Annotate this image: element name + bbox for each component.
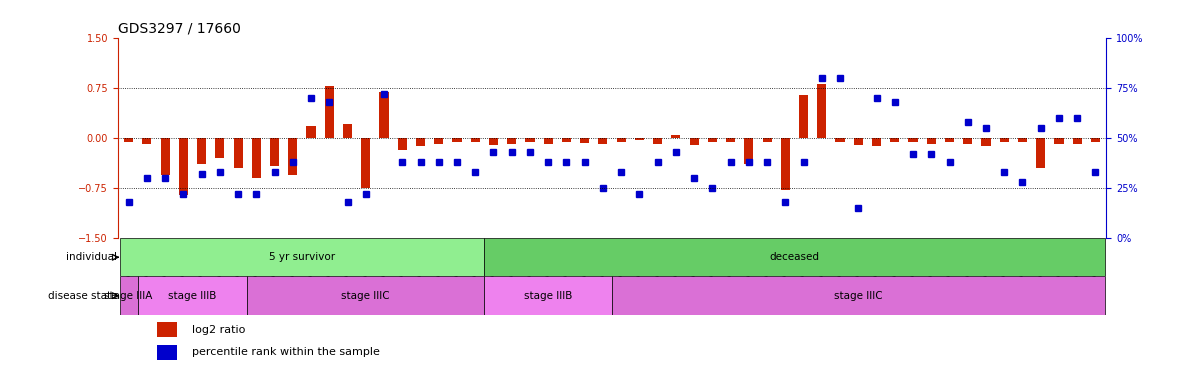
Bar — [726, 138, 736, 142]
Bar — [434, 138, 444, 144]
Bar — [817, 84, 826, 138]
Text: GDS3297 / 17660: GDS3297 / 17660 — [118, 22, 240, 36]
Bar — [763, 138, 772, 142]
FancyBboxPatch shape — [612, 276, 1104, 315]
Bar — [890, 138, 899, 142]
Bar — [982, 138, 991, 146]
Bar — [288, 138, 298, 175]
Text: percentile rank within the sample: percentile rank within the sample — [192, 347, 380, 358]
Bar — [415, 138, 425, 146]
Text: stage IIIB: stage IIIB — [168, 291, 217, 301]
FancyBboxPatch shape — [485, 276, 612, 315]
Bar — [598, 138, 607, 144]
FancyBboxPatch shape — [138, 276, 247, 315]
Bar — [853, 138, 863, 145]
Text: deceased: deceased — [770, 252, 819, 262]
Bar — [158, 323, 177, 337]
Bar — [197, 138, 206, 164]
Bar — [160, 138, 169, 175]
Bar — [343, 124, 352, 138]
Bar — [1091, 138, 1100, 142]
Bar — [836, 138, 845, 142]
Bar — [799, 95, 809, 138]
Bar — [142, 138, 152, 144]
Bar — [488, 138, 498, 145]
Text: stage IIIC: stage IIIC — [834, 291, 883, 301]
Bar — [909, 138, 918, 142]
Bar — [471, 138, 480, 142]
Bar — [306, 126, 315, 138]
Bar — [215, 138, 225, 158]
Bar — [945, 138, 955, 142]
Text: disease state: disease state — [48, 291, 118, 301]
Text: stage IIIA: stage IIIA — [105, 291, 153, 301]
Bar — [507, 138, 517, 144]
Bar — [580, 138, 590, 143]
Bar — [233, 138, 242, 168]
Bar — [872, 138, 882, 146]
Bar — [179, 138, 188, 195]
Bar — [1055, 138, 1064, 144]
Bar — [124, 138, 133, 142]
Bar — [452, 138, 461, 142]
Bar — [544, 138, 553, 144]
Bar — [252, 138, 261, 178]
Bar — [361, 138, 371, 188]
Bar — [926, 138, 936, 144]
FancyBboxPatch shape — [485, 238, 1104, 276]
Bar — [653, 138, 663, 144]
Bar — [671, 135, 680, 138]
Bar — [634, 138, 644, 140]
FancyBboxPatch shape — [120, 238, 485, 276]
Bar — [1036, 138, 1045, 168]
Bar — [1018, 138, 1028, 142]
Bar — [617, 138, 626, 142]
Bar — [525, 138, 534, 142]
Text: 5 yr survivor: 5 yr survivor — [268, 252, 335, 262]
Bar — [999, 138, 1009, 142]
Bar — [379, 92, 388, 138]
Text: individual: individual — [66, 252, 118, 262]
Bar — [270, 138, 279, 166]
Bar — [398, 138, 407, 150]
Bar — [325, 86, 334, 138]
Bar — [158, 345, 177, 360]
Bar — [744, 138, 753, 164]
FancyBboxPatch shape — [120, 276, 138, 315]
FancyBboxPatch shape — [247, 276, 485, 315]
Bar — [707, 138, 717, 142]
Bar — [780, 138, 790, 190]
Bar — [1072, 138, 1082, 144]
Text: stage IIIB: stage IIIB — [524, 291, 572, 301]
Bar — [561, 138, 571, 142]
Bar — [963, 138, 972, 144]
Bar — [690, 138, 699, 145]
Text: stage IIIC: stage IIIC — [341, 291, 390, 301]
Text: log2 ratio: log2 ratio — [192, 325, 245, 335]
